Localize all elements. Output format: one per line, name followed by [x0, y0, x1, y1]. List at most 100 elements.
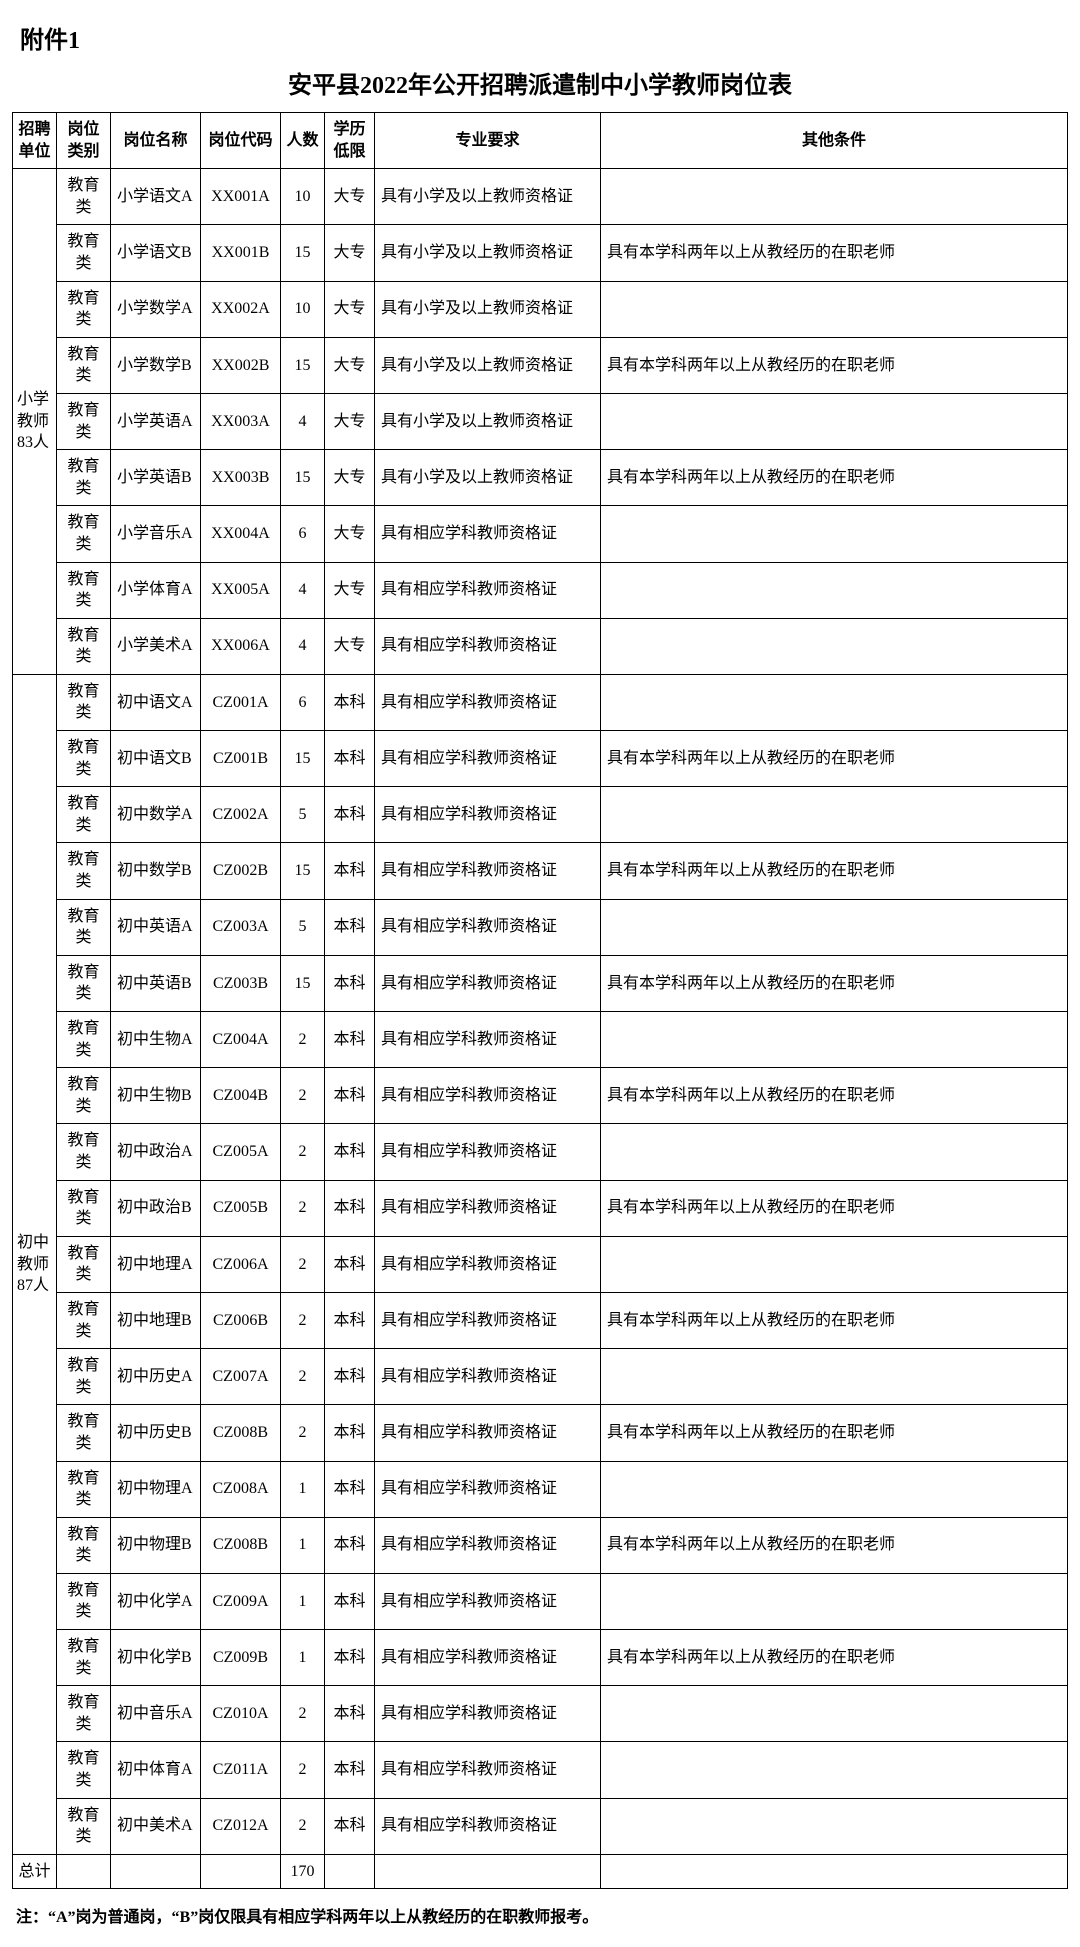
- table-row: 教育类小学体育AXX005A4大专具有相应学科教师资格证: [13, 562, 1068, 618]
- col-edu: 学历低限: [325, 113, 375, 169]
- other-cell: [601, 1124, 1068, 1180]
- code-cell: CZ003A: [201, 899, 281, 955]
- total-label: 总计: [13, 1854, 57, 1889]
- count-cell: 10: [281, 169, 325, 225]
- req-cell: 具有小学及以上教师资格证: [375, 393, 601, 449]
- req-cell: 具有相应学科教师资格证: [375, 1742, 601, 1798]
- req-cell: 具有相应学科教师资格证: [375, 787, 601, 843]
- edu-cell: 本科: [325, 1461, 375, 1517]
- table-row: 教育类初中数学BCZ002B15本科具有相应学科教师资格证具有本学科两年以上从教…: [13, 843, 1068, 899]
- edu-cell: 本科: [325, 1630, 375, 1686]
- count-cell: 5: [281, 899, 325, 955]
- other-cell: [601, 562, 1068, 618]
- table-row: 教育类初中物理ACZ008A1本科具有相应学科教师资格证: [13, 1461, 1068, 1517]
- name-cell: 初中数学A: [111, 787, 201, 843]
- other-cell: [601, 1012, 1068, 1068]
- req-cell: 具有相应学科教师资格证: [375, 674, 601, 730]
- table-row: 教育类小学数学AXX002A10大专具有小学及以上教师资格证: [13, 281, 1068, 337]
- table-header-row: 招聘单位 岗位类别 岗位名称 岗位代码 人数 学历低限 专业要求 其他条件: [13, 113, 1068, 169]
- name-cell: 小学英语A: [111, 393, 201, 449]
- req-cell: 具有相应学科教师资格证: [375, 1630, 601, 1686]
- name-cell: 初中生物B: [111, 1068, 201, 1124]
- table-row: 教育类初中音乐ACZ010A2本科具有相应学科教师资格证: [13, 1686, 1068, 1742]
- table-row: 教育类初中英语BCZ003B15本科具有相应学科教师资格证具有本学科两年以上从教…: [13, 955, 1068, 1011]
- code-cell: XX002A: [201, 281, 281, 337]
- edu-cell: 本科: [325, 899, 375, 955]
- other-cell: [601, 281, 1068, 337]
- count-cell: 6: [281, 674, 325, 730]
- category-cell: 教育类: [57, 1124, 111, 1180]
- req-cell: 具有小学及以上教师资格证: [375, 337, 601, 393]
- code-cell: CZ005B: [201, 1180, 281, 1236]
- code-cell: CZ010A: [201, 1686, 281, 1742]
- code-cell: XX003A: [201, 393, 281, 449]
- count-cell: 10: [281, 281, 325, 337]
- code-cell: CZ002A: [201, 787, 281, 843]
- edu-cell: 本科: [325, 1742, 375, 1798]
- category-cell: 教育类: [57, 1517, 111, 1573]
- empty-cell: [601, 1854, 1068, 1889]
- category-cell: 教育类: [57, 562, 111, 618]
- edu-cell: 本科: [325, 1686, 375, 1742]
- other-cell: [601, 1573, 1068, 1629]
- category-cell: 教育类: [57, 281, 111, 337]
- edu-cell: 大专: [325, 281, 375, 337]
- category-cell: 教育类: [57, 674, 111, 730]
- col-code: 岗位代码: [201, 113, 281, 169]
- name-cell: 小学语文A: [111, 169, 201, 225]
- positions-table: 招聘单位 岗位类别 岗位名称 岗位代码 人数 学历低限 专业要求 其他条件 小学…: [12, 112, 1068, 1889]
- count-cell: 2: [281, 1349, 325, 1405]
- req-cell: 具有相应学科教师资格证: [375, 1292, 601, 1348]
- edu-cell: 大专: [325, 562, 375, 618]
- attachment-label: 附件1: [20, 20, 1068, 55]
- category-cell: 教育类: [57, 787, 111, 843]
- name-cell: 初中物理A: [111, 1461, 201, 1517]
- col-count: 人数: [281, 113, 325, 169]
- code-cell: CZ002B: [201, 843, 281, 899]
- req-cell: 具有小学及以上教师资格证: [375, 450, 601, 506]
- category-cell: 教育类: [57, 1292, 111, 1348]
- table-row: 教育类初中政治BCZ005B2本科具有相应学科教师资格证具有本学科两年以上从教经…: [13, 1180, 1068, 1236]
- other-cell: 具有本学科两年以上从教经历的在职老师: [601, 731, 1068, 787]
- name-cell: 初中地理B: [111, 1292, 201, 1348]
- count-cell: 2: [281, 1798, 325, 1854]
- edu-cell: 本科: [325, 1798, 375, 1854]
- table-row: 初中教师87人教育类初中语文ACZ001A6本科具有相应学科教师资格证: [13, 674, 1068, 730]
- code-cell: CZ003B: [201, 955, 281, 1011]
- category-cell: 教育类: [57, 1461, 111, 1517]
- edu-cell: 本科: [325, 1124, 375, 1180]
- table-row: 教育类初中地理ACZ006A2本科具有相应学科教师资格证: [13, 1236, 1068, 1292]
- table-row: 教育类初中化学ACZ009A1本科具有相应学科教师资格证: [13, 1573, 1068, 1629]
- name-cell: 初中体育A: [111, 1742, 201, 1798]
- name-cell: 初中化学B: [111, 1630, 201, 1686]
- category-cell: 教育类: [57, 1630, 111, 1686]
- name-cell: 小学美术A: [111, 618, 201, 674]
- edu-cell: 本科: [325, 674, 375, 730]
- col-other: 其他条件: [601, 113, 1068, 169]
- other-cell: [601, 393, 1068, 449]
- count-cell: 5: [281, 787, 325, 843]
- page-title: 安平县2022年公开招聘派遣制中小学教师岗位表: [12, 65, 1068, 100]
- edu-cell: 本科: [325, 731, 375, 787]
- edu-cell: 本科: [325, 955, 375, 1011]
- req-cell: 具有相应学科教师资格证: [375, 1236, 601, 1292]
- table-row: 教育类初中英语ACZ003A5本科具有相应学科教师资格证: [13, 899, 1068, 955]
- count-cell: 6: [281, 506, 325, 562]
- code-cell: XX005A: [201, 562, 281, 618]
- req-cell: 具有相应学科教师资格证: [375, 955, 601, 1011]
- req-cell: 具有相应学科教师资格证: [375, 1573, 601, 1629]
- footnote: 注：“A”岗为普通岗，“B”岗仅限具有相应学科两年以上从教经历的在职教师报考。: [16, 1903, 1068, 1927]
- total-count: 170: [281, 1854, 325, 1889]
- count-cell: 4: [281, 618, 325, 674]
- count-cell: 1: [281, 1630, 325, 1686]
- col-cat: 岗位类别: [57, 113, 111, 169]
- table-row: 教育类初中化学BCZ009B1本科具有相应学科教师资格证具有本学科两年以上从教经…: [13, 1630, 1068, 1686]
- other-cell: [601, 1236, 1068, 1292]
- code-cell: XX004A: [201, 506, 281, 562]
- table-row: 教育类初中历史ACZ007A2本科具有相应学科教师资格证: [13, 1349, 1068, 1405]
- code-cell: CZ006A: [201, 1236, 281, 1292]
- name-cell: 小学音乐A: [111, 506, 201, 562]
- category-cell: 教育类: [57, 1798, 111, 1854]
- code-cell: CZ005A: [201, 1124, 281, 1180]
- other-cell: 具有本学科两年以上从教经历的在职老师: [601, 1292, 1068, 1348]
